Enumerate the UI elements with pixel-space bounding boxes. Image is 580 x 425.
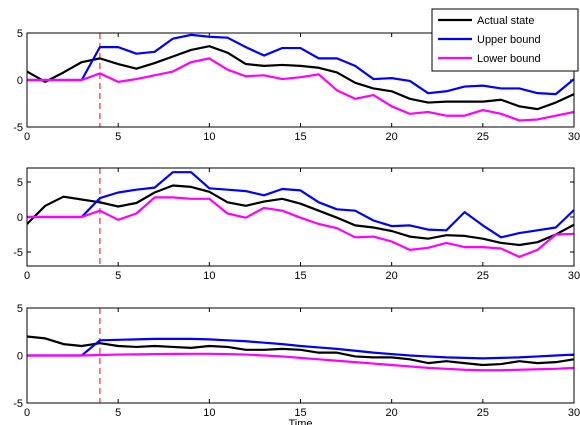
x-tick-label: 5 xyxy=(115,407,121,419)
y-tick-label: 0 xyxy=(17,351,23,363)
x-tick-label: 25 xyxy=(477,131,489,143)
series-line-actual-state xyxy=(27,335,574,367)
x-tick-label: 25 xyxy=(477,270,489,282)
series-line-upper-bound xyxy=(27,337,574,360)
x-tick-label: 30 xyxy=(568,407,580,419)
y-tick-label: 0 xyxy=(17,75,23,87)
x-tick-label: 10 xyxy=(203,131,215,143)
x-tick-label: 25 xyxy=(477,407,489,419)
x-tick-label: 5 xyxy=(115,270,121,282)
x-tick-label: 20 xyxy=(386,131,398,143)
subplot-2: 0 5 10 15 20 25 30-505 xyxy=(13,167,580,282)
x-tick-label: 0 xyxy=(24,407,30,419)
x-tick-label: 30 xyxy=(568,270,580,282)
x-tick-label: 15 xyxy=(294,270,306,282)
series-line-actual-state xyxy=(27,184,574,247)
x-tick-label: 10 xyxy=(203,270,215,282)
x-tick-label: 15 xyxy=(294,131,306,143)
legend-label: Actual state xyxy=(477,15,534,27)
axes-frame xyxy=(26,167,575,267)
series-line-lower-bound xyxy=(27,196,574,258)
series-group xyxy=(27,168,574,266)
x-tick-label: 0 xyxy=(24,270,30,282)
axes-frame xyxy=(26,32,575,128)
series-group xyxy=(27,33,574,127)
y-tick-label: 0 xyxy=(17,212,23,224)
y-tick-label: 5 xyxy=(17,28,23,40)
axes-frame xyxy=(26,307,575,404)
x-tick-label: 0 xyxy=(24,131,30,143)
y-tick-label: 5 xyxy=(17,177,23,189)
series-line-lower-bound xyxy=(27,57,574,122)
x-axis-label: Time xyxy=(288,418,312,425)
x-tick-label: 20 xyxy=(386,270,398,282)
y-tick-label: -5 xyxy=(13,122,23,134)
x-tick-label: 5 xyxy=(115,131,121,143)
series-line-upper-bound xyxy=(27,33,574,96)
legend-label: Lower bound xyxy=(477,53,541,65)
legend: Actual state Upper bound Lower bound xyxy=(431,8,579,72)
x-tick-label: 15 xyxy=(294,407,306,419)
x-tick-label: 20 xyxy=(386,407,398,419)
legend-label: Upper bound xyxy=(477,34,541,46)
y-tick-label: -5 xyxy=(13,398,23,410)
series-line-lower-bound xyxy=(27,352,574,372)
series-group xyxy=(27,308,574,403)
y-tick-label: -5 xyxy=(13,247,23,259)
series-line-upper-bound xyxy=(27,171,574,239)
x-tick-label: 10 xyxy=(203,407,215,419)
series-line-actual-state xyxy=(27,45,574,111)
y-tick-label: 5 xyxy=(17,303,23,315)
x-tick-label: 30 xyxy=(568,131,580,143)
